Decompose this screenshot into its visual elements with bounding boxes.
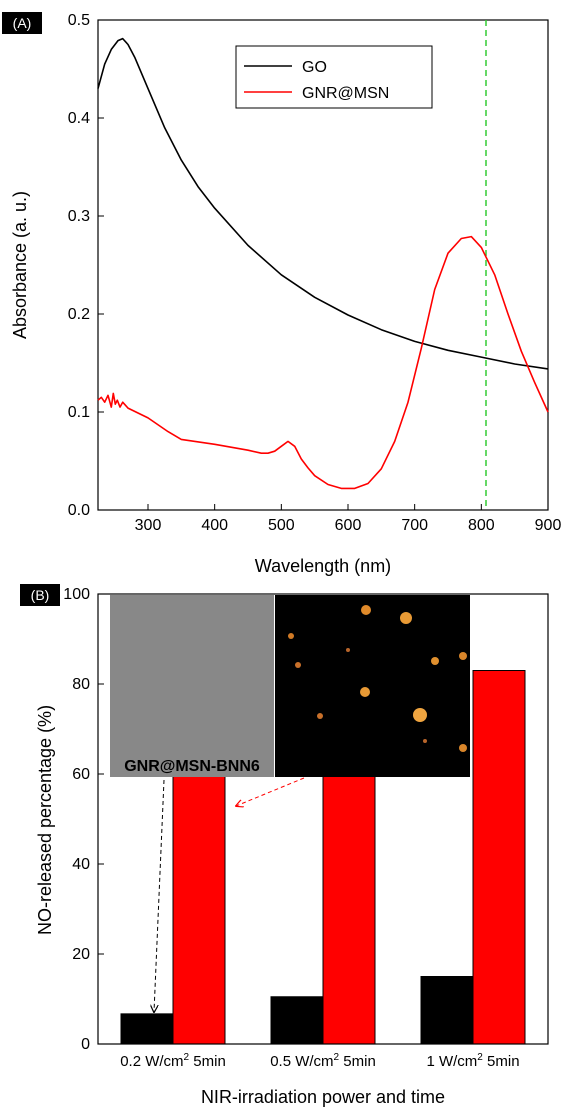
- panel-a-y-axis-label: Absorbance (a. u.): [10, 191, 30, 339]
- particle: [361, 605, 371, 615]
- panel-b-x-axis-label: NIR-irradiation power and time: [201, 1087, 445, 1107]
- y-tick-label: 0.3: [68, 208, 90, 225]
- panel-b-bars: [120, 670, 526, 1045]
- x-tick-label: 400: [201, 517, 228, 534]
- inset-image-go-bnn6: [275, 595, 470, 777]
- inset-image-gnr-msn-bnn6: [110, 595, 274, 777]
- x-tick-label: 1 W/cm2 5min: [426, 1052, 519, 1070]
- inset-label-go-bnn6: GO-BNN6: [313, 758, 387, 775]
- panel-b-plot-frame: [97, 593, 549, 1045]
- y-tick-label: 20: [72, 946, 90, 963]
- panel-b-ticks: 0 20 40 60 80 100 0.2 W/cm2 5min 0.5 W/cm2 5min…: [63, 586, 519, 1070]
- particle: [288, 633, 294, 639]
- panel-a-series: [97, 37, 549, 490]
- x-tick-label: 900: [535, 517, 562, 534]
- particle: [295, 662, 301, 668]
- y-tick-label: 0.0: [68, 502, 90, 519]
- particle: [360, 687, 370, 697]
- particle: [431, 657, 439, 665]
- particle: [346, 648, 350, 652]
- bar-red-3: [472, 670, 526, 1045]
- y-tick-label: 0.4: [68, 110, 90, 127]
- legend-label-gnr-msn: GNR@MSN: [302, 85, 389, 102]
- legend-box: [235, 45, 433, 109]
- panel-b-label-bg: [20, 584, 60, 606]
- inset-images: GNR@MSN-BNN6 GO-BNN6: [110, 595, 470, 777]
- bar-black-1: [120, 1013, 174, 1045]
- x-tick-label: 700: [401, 517, 428, 534]
- y-tick-label: 60: [72, 766, 90, 783]
- y-tick-label: 100: [63, 586, 90, 603]
- panel-a-label: (A): [13, 15, 32, 31]
- particle: [459, 744, 467, 752]
- y-tick-label: 0.1: [68, 404, 90, 421]
- panel-b-label: (B): [31, 587, 50, 603]
- x-tick-label: 800: [468, 517, 495, 534]
- bar-black-2: [270, 996, 324, 1045]
- panel-a: (A) 300 400 500 600 700 800 900 0.0 0.1 0.2 0.3 0.4…: [2, 12, 561, 576]
- x-tick-label: 300: [135, 517, 162, 534]
- particle: [317, 713, 323, 719]
- particle: [413, 708, 427, 722]
- y-tick-label: 0.5: [68, 12, 90, 29]
- inset-image-go-bnn6-particles: [288, 605, 467, 752]
- x-tick-label: 0.5 W/cm2 5min: [270, 1052, 376, 1070]
- bar-red-1: [172, 751, 226, 1045]
- panel-a-x-axis-label: Wavelength (nm): [255, 556, 391, 576]
- x-tick-label: 500: [268, 517, 295, 534]
- panel-b-y-axis-label: NO-released percentage (%): [35, 705, 55, 935]
- y-tick-label: 40: [72, 856, 90, 873]
- y-tick-label: 0.2: [68, 306, 90, 323]
- particle: [459, 652, 467, 660]
- arrow-to-black-bar: [154, 779, 165, 1012]
- bar-red-2: [322, 738, 376, 1045]
- x-tick-label: 600: [335, 517, 362, 534]
- y-tick-label: 80: [72, 676, 90, 693]
- panel-a-label-bg: [2, 12, 42, 34]
- y-tick-label: 0: [81, 1036, 90, 1053]
- series-line-gnr-msn: [97, 235, 549, 490]
- inset-label-gnr-msn-bnn6: GNR@MSN-BNN6: [124, 758, 260, 775]
- bar-black-3: [420, 976, 474, 1045]
- particle: [400, 612, 412, 624]
- panel-b: (B) 0 20 40 60 80 100 0.2 W/cm2 5min 0.5 W/cm2 …: [20, 584, 549, 1107]
- x-tick-label: 0.2 W/cm2 5min: [120, 1052, 226, 1070]
- legend-label-go: GO: [302, 59, 327, 76]
- panel-a-plot-frame: [97, 19, 549, 511]
- arrow-to-red-bar: [236, 777, 305, 806]
- legend: GO GNR@MSN: [235, 45, 433, 109]
- particle: [423, 739, 427, 743]
- series-line-go: [97, 37, 549, 370]
- panel-a-ticks: 300 400 500 600 700 800 900 0.0 0.1 0.2 0.3 0.4 0.5: [68, 12, 562, 534]
